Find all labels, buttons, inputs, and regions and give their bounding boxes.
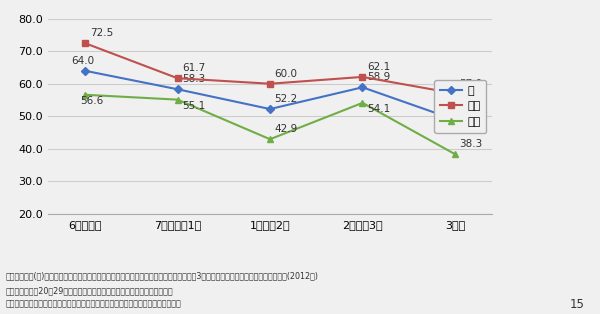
Text: 58.3: 58.3	[182, 74, 205, 84]
女性	[451, 152, 458, 156]
計	[266, 107, 274, 111]
女性	[266, 137, 274, 141]
男性	[82, 41, 89, 45]
女性	[359, 101, 366, 105]
計	[451, 118, 458, 122]
女性	[174, 98, 181, 101]
男性	[451, 92, 458, 95]
Text: 57.0: 57.0	[460, 78, 483, 89]
男性	[266, 82, 274, 86]
Text: 60.0: 60.0	[275, 69, 298, 79]
Text: 56.6: 56.6	[80, 96, 104, 106]
男性	[359, 75, 366, 79]
Line: 男性: 男性	[82, 40, 458, 97]
Text: 62.1: 62.1	[367, 62, 391, 72]
Text: 61.7: 61.7	[182, 63, 205, 73]
Text: 55.1: 55.1	[182, 101, 205, 111]
Text: （注）東京都の20～29歳を対象とし、正規課程の学生、専業主婦を除く。: （注）東京都の20～29歳を対象とし、正規課程の学生、専業主婦を除く。	[6, 287, 173, 295]
Text: 15: 15	[570, 298, 585, 311]
男性	[174, 76, 181, 80]
Text: （資料出所）(独)労働政策研究・研修機構「大都市の若者の就業行動と意識の展開－「第3回若者のワークスタイル調査」から－」(2012年): （資料出所）(独)労働政策研究・研修機構「大都市の若者の就業行動と意識の展開－「…	[6, 271, 319, 280]
Text: 38.3: 38.3	[460, 139, 483, 149]
計	[174, 87, 181, 91]
計	[359, 85, 366, 89]
Text: 48.9: 48.9	[460, 105, 483, 115]
Text: 正社員になれた者の割合とは、正社員になろうとした者に占める割合のこと。: 正社員になれた者の割合とは、正社員になろうとした者に占める割合のこと。	[6, 299, 182, 308]
Text: 72.5: 72.5	[89, 28, 113, 38]
Text: 52.2: 52.2	[275, 94, 298, 104]
Line: 女性: 女性	[82, 92, 458, 157]
Legend: 計, 男性, 女性: 計, 男性, 女性	[434, 80, 487, 133]
計	[82, 69, 89, 73]
Line: 計: 計	[82, 68, 458, 123]
Text: 54.1: 54.1	[367, 104, 391, 114]
Text: 42.9: 42.9	[275, 124, 298, 134]
Text: 58.9: 58.9	[367, 73, 391, 83]
女性	[82, 93, 89, 97]
Text: 64.0: 64.0	[71, 56, 94, 66]
